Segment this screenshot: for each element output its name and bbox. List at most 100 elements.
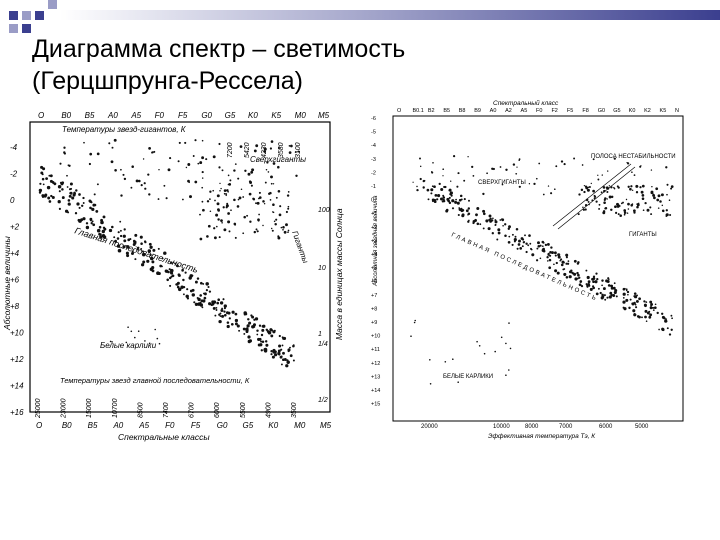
right-y-tick: +2 (371, 225, 377, 231)
left-y-tick: +2 (10, 223, 20, 232)
star-dot (64, 209, 69, 213)
star-dot (649, 206, 652, 209)
star-dot (542, 249, 546, 253)
right-instability-label: ПОЛОСА НЕСТАБИЛЬНОСТИ (591, 154, 676, 160)
left-bottom-class-label: B0 (62, 421, 72, 430)
star-dot (494, 220, 498, 224)
star-dot (620, 202, 623, 205)
star-dot (633, 313, 637, 317)
star-dot (266, 161, 269, 164)
star-dot (537, 241, 540, 245)
star-dot (108, 228, 113, 233)
star-dot (656, 311, 659, 315)
right-top-class-label: N (675, 108, 679, 114)
star-dot (654, 303, 657, 306)
accent-square (9, 11, 18, 20)
star-dot (605, 279, 609, 283)
star-dot (215, 306, 218, 309)
star-dot (556, 271, 560, 275)
star-dot (197, 302, 201, 306)
star-dot (242, 196, 245, 198)
star-dot (165, 197, 168, 200)
star-dot (595, 200, 598, 203)
star-dot (199, 281, 203, 285)
star-dot (113, 138, 117, 142)
star-dot (515, 172, 518, 175)
star-dot (129, 238, 132, 241)
star-dot (253, 197, 255, 200)
star-dot (482, 209, 486, 213)
star-dot (626, 290, 630, 294)
left-top-class-label: F0 (155, 111, 165, 120)
right-y-tick: +12 (371, 361, 380, 367)
star-dot (553, 188, 556, 191)
star-dot (66, 186, 69, 188)
star-dot (206, 235, 209, 238)
star-dot (537, 244, 541, 248)
star-dot (225, 193, 228, 195)
star-dot (517, 243, 521, 246)
star-dot (497, 231, 501, 235)
star-dot (632, 309, 636, 313)
star-dot (557, 255, 561, 259)
star-dot (660, 193, 664, 197)
star-dot (451, 207, 455, 210)
star-dot (148, 242, 152, 246)
left-y-tick: +6 (10, 276, 20, 285)
star-dot (586, 284, 589, 287)
star-dot (443, 185, 446, 189)
right-y-tick: +1 (371, 211, 377, 217)
star-dot (422, 186, 425, 189)
star-dot (209, 198, 211, 200)
left-ms-temp-label: 25000 (35, 398, 42, 419)
star-dot (148, 342, 151, 345)
star-dot (539, 257, 542, 260)
star-dot (641, 316, 643, 319)
star-dot (219, 315, 222, 318)
star-dot (74, 212, 78, 215)
star-dot (78, 219, 82, 223)
star-dot (131, 252, 134, 255)
star-dot (206, 200, 210, 203)
star-dot (237, 177, 240, 180)
star-dot (504, 234, 507, 238)
star-dot (465, 209, 469, 213)
star-dot (546, 256, 549, 259)
star-dot (288, 151, 292, 154)
star-dot (279, 205, 282, 208)
star-dot (69, 182, 73, 186)
star-dot (521, 238, 525, 241)
star-dot (289, 346, 291, 349)
star-dot (659, 200, 662, 203)
star-dot (127, 326, 129, 328)
star-dot (617, 213, 620, 216)
star-dot (586, 199, 588, 202)
star-dot (587, 200, 590, 203)
star-dot (565, 256, 568, 259)
star-dot (194, 280, 198, 284)
star-dot (270, 182, 273, 185)
star-dot (652, 309, 655, 311)
star-dot (600, 191, 603, 194)
star-dot (69, 191, 72, 195)
left-y-tick: -4 (10, 143, 18, 152)
star-dot (542, 241, 545, 244)
star-dot (607, 277, 610, 280)
star-dot (181, 269, 184, 272)
star-dot (215, 225, 218, 228)
star-dot (142, 253, 146, 257)
star-dot (256, 333, 259, 336)
star-dot (650, 213, 653, 216)
star-dot (207, 285, 210, 289)
star-dot (242, 327, 246, 331)
star-dot (199, 161, 203, 165)
star-dot (263, 347, 268, 352)
star-dot (278, 147, 280, 149)
star-dot (451, 199, 455, 203)
star-dot (122, 245, 126, 249)
star-dot (61, 196, 65, 200)
star-dot (212, 306, 216, 310)
star-dot (286, 360, 290, 365)
star-dot (203, 292, 207, 296)
star-dot (642, 209, 645, 212)
